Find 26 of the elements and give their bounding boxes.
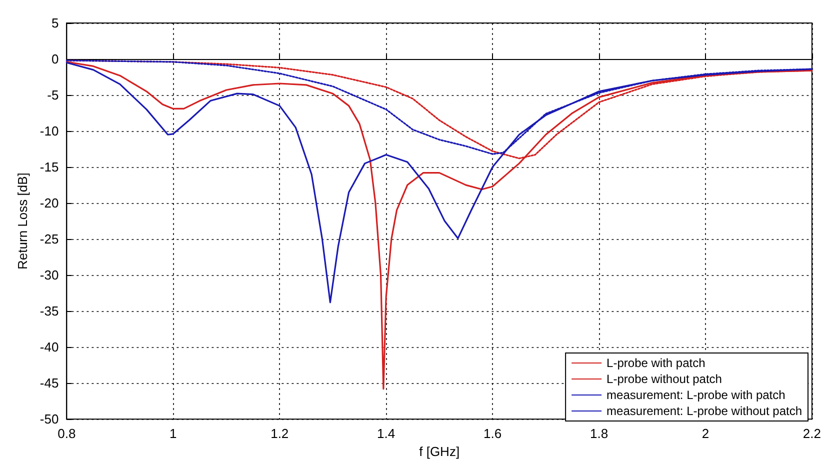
x-tick-label: 1.8 [590, 426, 608, 442]
x-tick-label: 1 [170, 426, 177, 442]
y-tick-label: -45 [40, 376, 59, 391]
legend-label: L-probe without patch [606, 372, 722, 386]
y-tick-label: -20 [40, 196, 59, 211]
y-tick-label: -40 [40, 340, 59, 355]
y-axis-title: Return Loss [dB] [15, 172, 30, 270]
legend-label: measurement: L-probe without patch [606, 404, 802, 418]
y-tick-label: -10 [40, 124, 59, 139]
x-axis-title: f [GHz] [419, 444, 460, 459]
x-tick-label: 1.6 [484, 426, 502, 442]
x-tick-label: 0.8 [58, 426, 76, 442]
x-tick-label: 1.4 [377, 426, 396, 442]
y-tick-label: -30 [40, 268, 59, 283]
y-tick-label: 0 [51, 52, 59, 67]
x-tick-label: 1.2 [270, 426, 289, 442]
y-tick-label: -15 [40, 160, 59, 175]
y-tick-label: -25 [40, 232, 59, 247]
y-tick-label: 5 [51, 16, 59, 30]
x-tick-label: 2 [702, 426, 710, 442]
legend-label: L-probe with patch [606, 356, 706, 370]
y-tick-label: -35 [40, 304, 59, 319]
legend-label: measurement: L-probe with patch [606, 388, 786, 402]
y-tick-label: -5 [47, 88, 59, 103]
x-tick-label: 2.2 [802, 426, 822, 442]
y-tick-label: -50 [40, 412, 59, 427]
